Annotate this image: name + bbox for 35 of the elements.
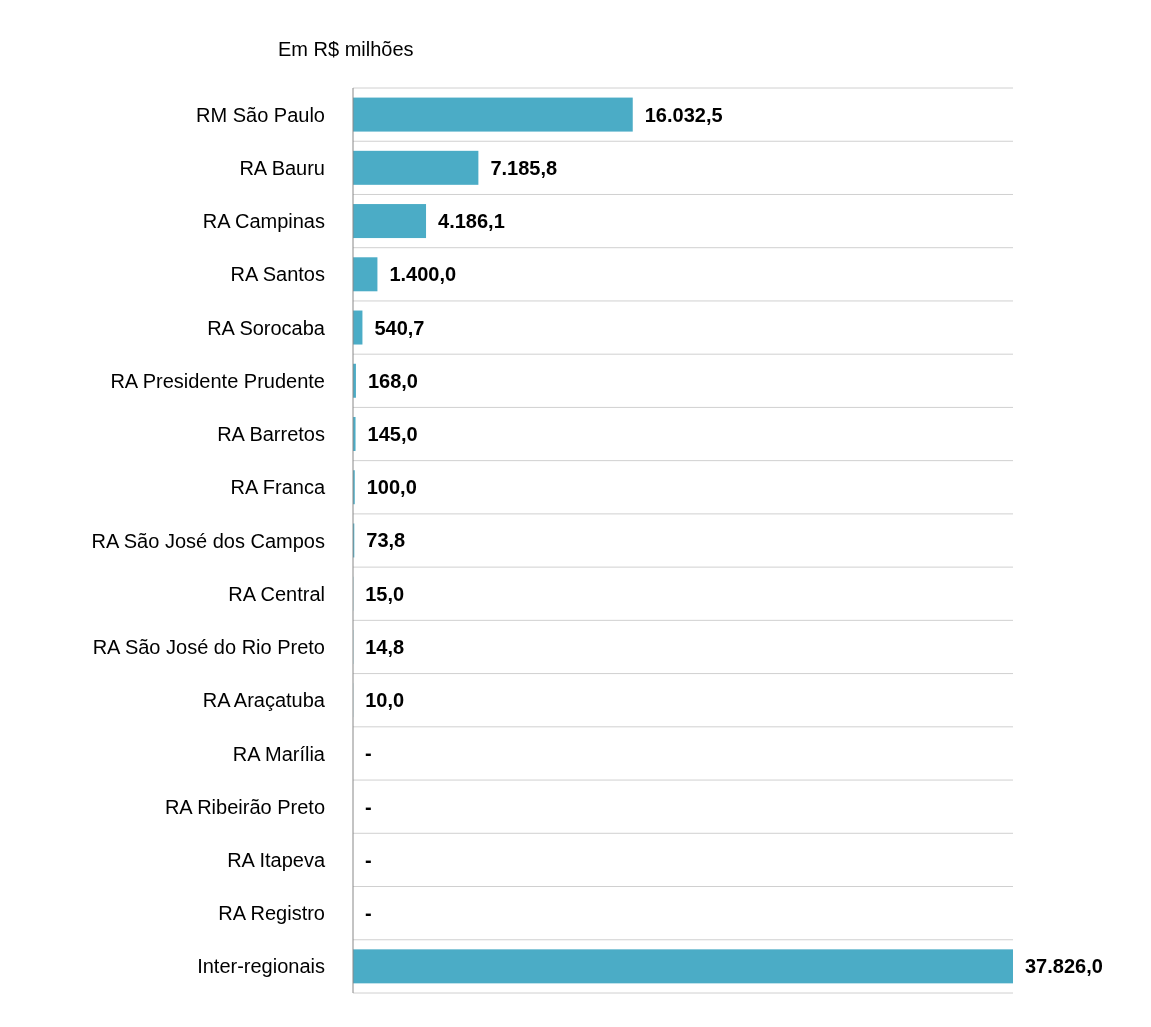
data-label: 168,0 bbox=[367, 369, 418, 392]
data-label: 100,0 bbox=[366, 476, 417, 499]
y-tick-label: RA Bauru bbox=[239, 156, 325, 179]
data-label: 73,8 bbox=[366, 529, 406, 552]
y-tick-label: RA Presidente Prudente bbox=[110, 369, 325, 392]
y-tick-label: Inter-regionais bbox=[197, 955, 325, 978]
y-tick-label: RA Campinas bbox=[202, 210, 325, 233]
data-label: - bbox=[365, 848, 372, 871]
y-tick-label: RA Barretos bbox=[217, 423, 325, 446]
data-label: 4.186,1 bbox=[438, 210, 505, 233]
y-tick-label: RA Santos bbox=[230, 263, 325, 286]
data-label: - bbox=[365, 902, 372, 925]
data-label: 540,7 bbox=[374, 316, 425, 339]
data-label: 37.826,0 bbox=[1025, 955, 1103, 978]
chart-title: Em R$ milhões bbox=[278, 38, 414, 61]
y-tick-label: RA Ribeirão Preto bbox=[164, 795, 325, 818]
y-tick-label: RA Franca bbox=[230, 476, 326, 499]
data-label: 16.032,5 bbox=[644, 103, 723, 126]
data-label: 1.400,0 bbox=[389, 263, 457, 286]
y-tick-label: RA Registro bbox=[218, 902, 325, 925]
y-tick-label: RA São José dos Campos bbox=[91, 529, 325, 552]
y-tick-label: RA Sorocaba bbox=[207, 316, 326, 339]
y-tick-label: RM São Paulo bbox=[196, 103, 325, 126]
data-label: 7.185,8 bbox=[490, 156, 558, 179]
data-label: 15,0 bbox=[365, 582, 405, 605]
y-tick-label: RA Central bbox=[228, 582, 325, 605]
data-label: 145,0 bbox=[367, 422, 418, 445]
data-label: - bbox=[365, 795, 372, 818]
y-tick-label: RA Itapeva bbox=[227, 849, 326, 872]
y-tick-label: RA Araçatuba bbox=[202, 689, 326, 712]
data-label: 14,8 bbox=[365, 635, 405, 658]
data-label: - bbox=[365, 742, 372, 765]
data-label: 10,0 bbox=[365, 689, 405, 712]
y-tick-label: RA Marília bbox=[232, 742, 326, 765]
y-tick-label: RA São José do Rio Preto bbox=[92, 636, 325, 659]
